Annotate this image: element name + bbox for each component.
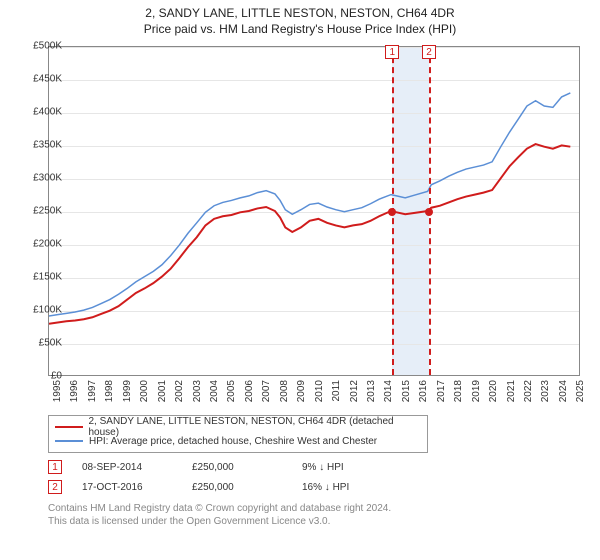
y-axis-label: £300K: [18, 173, 62, 184]
sales-table-row: 1 08-SEP-2014£250,0009% ↓ HPI: [48, 457, 412, 477]
x-axis-label: 2008: [279, 380, 290, 410]
footer-line1: Contains HM Land Registry data © Crown c…: [48, 502, 391, 515]
x-axis-label: 2022: [523, 380, 534, 410]
x-axis-label: 2025: [575, 380, 586, 410]
y-axis-label: £200K: [18, 239, 62, 250]
x-axis-label: 1995: [52, 380, 63, 410]
sales-table-row: 2 17-OCT-2016£250,00016% ↓ HPI: [48, 477, 412, 497]
y-axis-label: £250K: [18, 206, 62, 217]
y-axis-label: £150K: [18, 272, 62, 283]
x-axis-label: 2009: [296, 380, 307, 410]
marker-label-box: 1: [385, 45, 399, 59]
legend-row: 2, SANDY LANE, LITTLE NESTON, NESTON, CH…: [55, 420, 421, 434]
y-axis-label: £500K: [18, 41, 62, 52]
x-axis-label: 1998: [104, 380, 115, 410]
footer-line2: This data is licensed under the Open Gov…: [48, 515, 391, 528]
x-axis-label: 2016: [418, 380, 429, 410]
marker-label-box: 2: [422, 45, 436, 59]
x-axis-label: 2010: [314, 380, 325, 410]
x-axis-label: 2014: [383, 380, 394, 410]
sales-row-price: £250,000: [192, 462, 302, 473]
x-axis-label: 2018: [453, 380, 464, 410]
x-axis-label: 1999: [122, 380, 133, 410]
legend-swatch: [55, 440, 83, 442]
y-axis-label: £100K: [18, 305, 62, 316]
x-axis-label: 2013: [366, 380, 377, 410]
x-axis-label: 2019: [471, 380, 482, 410]
chart-lines-svg: [49, 47, 579, 375]
y-axis-label: £350K: [18, 140, 62, 151]
series-line-hpi: [49, 93, 570, 316]
x-axis-label: 2011: [331, 380, 342, 410]
x-axis-label: 2021: [506, 380, 517, 410]
x-axis-label: 1997: [87, 380, 98, 410]
x-axis-label: 2023: [540, 380, 551, 410]
x-axis-label: 2015: [401, 380, 412, 410]
y-axis-label: £400K: [18, 107, 62, 118]
x-axis-label: 2012: [349, 380, 360, 410]
sales-row-marker: 1: [48, 460, 62, 474]
sales-row-date: 08-SEP-2014: [82, 462, 192, 473]
chart-title-address: 2, SANDY LANE, LITTLE NESTON, NESTON, CH…: [0, 6, 600, 20]
x-axis-label: 2017: [436, 380, 447, 410]
sale-dot: [425, 208, 433, 216]
sales-row-pct: 16% ↓ HPI: [302, 482, 412, 493]
legend-swatch: [55, 426, 83, 428]
chart-legend: 2, SANDY LANE, LITTLE NESTON, NESTON, CH…: [48, 415, 428, 453]
sales-row-price: £250,000: [192, 482, 302, 493]
x-axis-label: 1996: [69, 380, 80, 410]
series-line-property: [49, 144, 570, 324]
y-axis-label: £450K: [18, 74, 62, 85]
x-axis-label: 2006: [244, 380, 255, 410]
chart-subtitle: Price paid vs. HM Land Registry's House …: [0, 22, 600, 36]
sales-row-date: 17-OCT-2016: [82, 482, 192, 493]
chart-plot-area: 12: [48, 46, 580, 376]
sales-row-marker: 2: [48, 480, 62, 494]
x-axis-label: 2003: [192, 380, 203, 410]
x-axis-label: 2004: [209, 380, 220, 410]
x-axis-label: 2002: [174, 380, 185, 410]
x-axis-label: 2007: [261, 380, 272, 410]
sales-table: 1 08-SEP-2014£250,0009% ↓ HPI 2 17-OCT-2016…: [48, 457, 412, 497]
legend-row: HPI: Average price, detached house, Ches…: [55, 434, 421, 448]
x-axis-label: 2000: [139, 380, 150, 410]
footer-attribution: Contains HM Land Registry data © Crown c…: [48, 502, 391, 528]
x-axis-label: 2024: [558, 380, 569, 410]
x-axis-label: 2001: [157, 380, 168, 410]
x-axis-label: 2005: [226, 380, 237, 410]
x-axis-label: 2020: [488, 380, 499, 410]
legend-label: HPI: Average price, detached house, Ches…: [89, 436, 377, 447]
sales-row-pct: 9% ↓ HPI: [302, 462, 412, 473]
y-axis-label: £50K: [18, 338, 62, 349]
sale-dot: [388, 208, 396, 216]
